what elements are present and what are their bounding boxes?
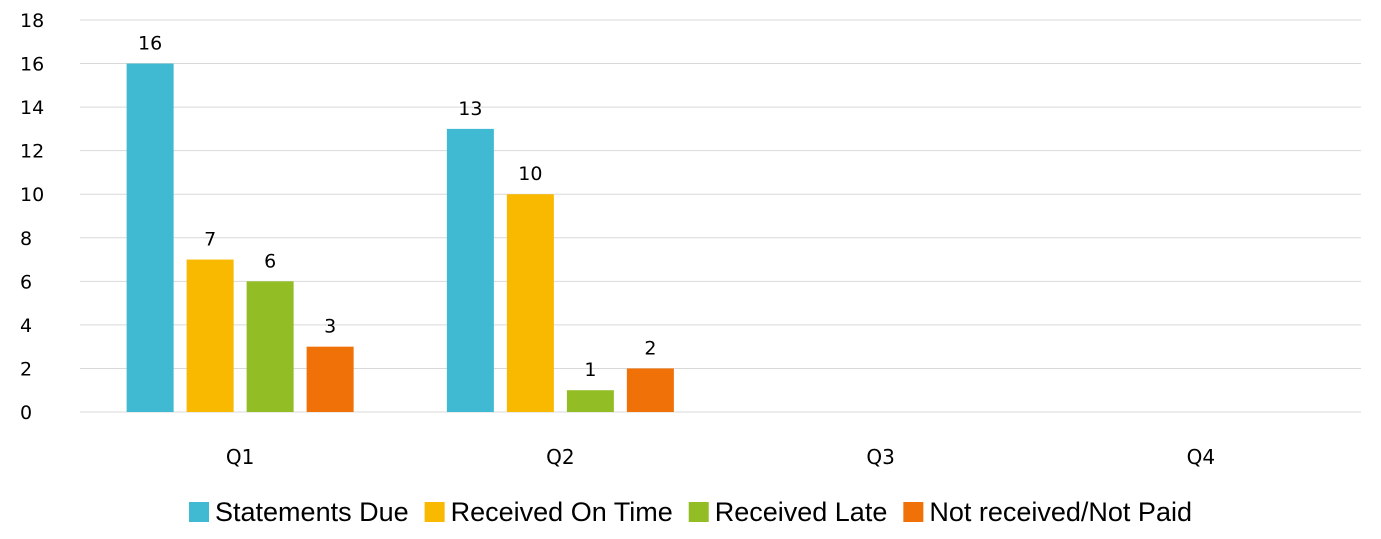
bars xyxy=(126,63,674,413)
y-tick-label: 6 xyxy=(20,271,32,293)
legend-label: Received On Time xyxy=(451,497,673,527)
y-tick-label: 12 xyxy=(20,141,44,163)
legend-label: Not received/Not Paid xyxy=(929,497,1192,527)
y-tick-label: 4 xyxy=(20,315,32,337)
legend: Statements Due Received On Time Received L… xyxy=(189,497,1192,527)
x-axis-categories: Q1 Q2 Q3 Q4 xyxy=(226,445,1215,469)
bar-q2-series-3 xyxy=(626,368,674,412)
y-tick-label: 8 xyxy=(20,228,32,250)
data-label: 16 xyxy=(138,33,162,55)
bar-q1-series-1 xyxy=(186,259,234,412)
bar-q1-series-0 xyxy=(126,63,174,413)
bar-q1-series-2 xyxy=(246,281,294,412)
data-label: 1 xyxy=(584,359,596,381)
bar-q2-series-2 xyxy=(566,390,614,412)
x-category-label: Q4 xyxy=(1187,445,1215,469)
legend-item: Received On Time xyxy=(424,497,673,527)
bar-q2-series-1 xyxy=(506,194,554,412)
legend-swatch xyxy=(688,502,709,522)
data-label: 2 xyxy=(644,337,656,359)
legend-label: Statements Due xyxy=(215,497,409,527)
legend-swatch xyxy=(189,502,210,522)
data-label: 6 xyxy=(264,250,276,272)
data-label: 7 xyxy=(204,229,216,251)
data-label: 13 xyxy=(458,98,482,120)
y-tick-label: 18 xyxy=(20,10,44,32)
y-tick-label: 14 xyxy=(20,97,44,119)
y-tick-label: 2 xyxy=(20,358,32,380)
y-tick-label: 16 xyxy=(20,54,44,76)
x-category-label: Q2 xyxy=(546,445,574,469)
bar-q1-series-3 xyxy=(306,346,354,412)
x-category-label: Q3 xyxy=(866,445,894,469)
y-tick-label: 10 xyxy=(20,184,44,206)
y-axis-ticks: 0 2 4 6 8 10 12 14 16 18 xyxy=(20,10,44,424)
data-labels: 16 7 6 3 13 10 1 2 xyxy=(138,33,656,382)
bar-q2-series-0 xyxy=(446,128,494,412)
data-label: 10 xyxy=(518,163,542,185)
legend-label: Received Late xyxy=(715,497,888,527)
legend-item: Not received/Not Paid xyxy=(903,497,1192,527)
x-category-label: Q1 xyxy=(226,445,254,469)
data-label: 3 xyxy=(324,316,336,338)
legend-swatch xyxy=(424,502,445,522)
legend-swatch xyxy=(903,502,924,522)
y-tick-label: 0 xyxy=(20,402,32,424)
legend-item: Received Late xyxy=(688,497,888,527)
legend-item: Statements Due xyxy=(189,497,409,527)
